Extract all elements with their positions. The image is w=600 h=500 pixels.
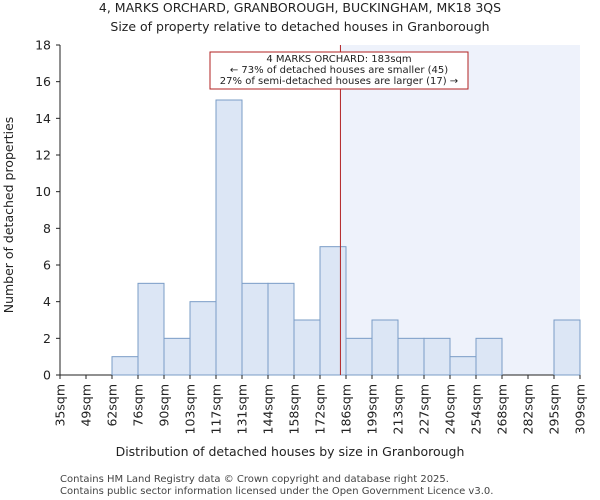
y-tick-label: 18 (35, 38, 51, 53)
x-tick-label: 295sqm (547, 384, 562, 434)
histogram-bar (319, 246, 347, 376)
y-tick-label: 10 (35, 184, 51, 199)
plot-area: 0 2 4 6 8 10 12 14 16 18 35sqm 49sqm 62sqm 76sqm 90sqm… (35, 38, 587, 435)
x-tick-label: 103sqm (183, 384, 198, 434)
histogram-bar (189, 301, 217, 376)
x-tick-label: 213sqm (391, 384, 406, 434)
y-tick-label: 6 (43, 258, 51, 273)
x-tick-label: 35sqm (53, 384, 68, 427)
histogram-bar (423, 337, 451, 376)
y-tick-label: 2 (43, 331, 51, 346)
histogram-bar (397, 337, 425, 376)
y-tick-label: 0 (43, 368, 51, 383)
x-tick-label: 144sqm (261, 384, 276, 434)
x-tick-label: 240sqm (443, 384, 458, 434)
x-tick-label: 49sqm (79, 384, 94, 427)
histogram-bar (137, 282, 165, 376)
x-tick-label: 90sqm (157, 384, 172, 427)
x-tick-label: 131sqm (235, 384, 250, 434)
annotation-line2: ← 73% of detached houses are smaller (45… (230, 65, 448, 76)
annotation-line1: 4 MARKS ORCHARD: 183sqm (266, 54, 411, 65)
histogram-bar (449, 356, 477, 376)
x-tick-label: 309sqm (573, 384, 588, 434)
annotation-line3: 27% of semi-detached houses are larger (… (220, 76, 458, 87)
histogram-bar (215, 99, 243, 376)
x-tick-label: 186sqm (339, 384, 354, 434)
x-tick-label: 282sqm (521, 384, 536, 434)
footer-line2: Contains public sector information licen… (60, 486, 493, 497)
histogram-bar (267, 282, 295, 376)
x-tick-label: 76sqm (131, 384, 146, 427)
x-tick-label: 254sqm (469, 384, 484, 434)
x-axis-label: Distribution of detached houses by size … (116, 444, 465, 459)
x-tick-label: 62sqm (105, 384, 120, 427)
histogram-bar (345, 337, 373, 376)
x-tick-label: 268sqm (495, 384, 510, 434)
x-tick-label: 199sqm (365, 384, 380, 434)
y-axis-label: Number of detached properties (1, 117, 16, 314)
y-tick-label: 4 (43, 294, 51, 309)
x-tick-label: 227sqm (417, 384, 432, 434)
histogram-bar (475, 337, 503, 376)
y-tick-label: 8 (43, 221, 51, 236)
histogram-bar (111, 356, 139, 376)
x-tick-label: 158sqm (287, 384, 302, 434)
chart-title-line2: Size of property relative to detached ho… (110, 19, 489, 34)
footer-line1: Contains HM Land Registry data © Crown c… (60, 474, 449, 485)
histogram-bar (371, 319, 399, 376)
histogram-bar (163, 337, 191, 376)
y-tick-label: 12 (35, 148, 51, 163)
histogram-bar (241, 282, 269, 376)
histogram-bar (553, 319, 581, 376)
x-tick-label: 172sqm (313, 384, 328, 434)
histogram-bar (293, 319, 321, 376)
y-tick-label: 16 (35, 74, 51, 89)
chart-title-line1: 4, MARKS ORCHARD, GRANBOROUGH, BUCKINGHA… (99, 0, 501, 15)
y-tick-label: 14 (35, 111, 51, 126)
annotation-box (209, 51, 469, 90)
x-tick-label: 117sqm (209, 384, 224, 434)
